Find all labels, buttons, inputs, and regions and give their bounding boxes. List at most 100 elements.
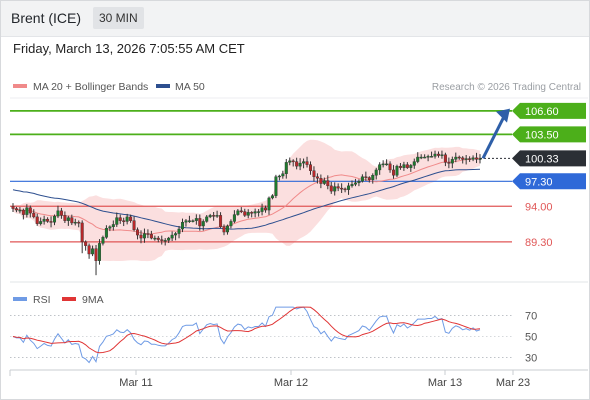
legend-label-rsi: RSI xyxy=(33,294,51,306)
candle xyxy=(302,158,306,169)
candle xyxy=(468,156,472,162)
candle-body xyxy=(426,156,430,158)
candle xyxy=(229,219,233,229)
candle-body xyxy=(239,210,243,213)
candle xyxy=(367,176,371,183)
candle xyxy=(246,209,250,219)
candle xyxy=(91,245,95,257)
candle-body xyxy=(208,215,212,218)
candle xyxy=(94,245,98,276)
candle xyxy=(146,229,150,239)
candle xyxy=(42,215,46,225)
candle-body xyxy=(177,228,181,234)
candle xyxy=(49,216,53,228)
candle xyxy=(122,217,126,227)
candle-body xyxy=(430,156,434,158)
candle-body xyxy=(66,217,70,221)
candle xyxy=(125,213,129,225)
candle xyxy=(471,155,475,162)
candle-body xyxy=(312,170,316,177)
legend-swatch-ma50 xyxy=(156,84,170,88)
candle-body xyxy=(28,207,32,214)
candle-body xyxy=(101,237,105,244)
candle xyxy=(443,152,447,167)
candle-body xyxy=(212,215,216,217)
candle-body xyxy=(464,158,468,160)
candle xyxy=(139,230,143,244)
candle-body xyxy=(167,237,171,241)
price-levels xyxy=(10,109,512,243)
candle xyxy=(201,219,205,231)
instrument-title: Brent (ICE) xyxy=(11,10,82,26)
candle-body xyxy=(163,240,167,242)
candle xyxy=(104,225,108,239)
forecast-arrow xyxy=(481,108,510,160)
candle xyxy=(250,211,254,218)
candle-body xyxy=(142,233,146,239)
candle-body xyxy=(139,234,143,239)
candle xyxy=(153,235,157,241)
rsi-tick-label: 50 xyxy=(525,332,537,344)
candle-body xyxy=(118,217,122,221)
candle xyxy=(308,161,312,175)
candle xyxy=(84,240,88,251)
candle xyxy=(475,152,479,164)
candle-body xyxy=(21,209,25,215)
candle xyxy=(170,231,174,242)
candle xyxy=(440,150,444,159)
candle xyxy=(416,152,420,164)
candle-body xyxy=(129,216,133,221)
candle-body xyxy=(194,218,198,221)
candle-body xyxy=(333,186,337,192)
candle-body xyxy=(343,188,347,191)
candle-body xyxy=(170,234,174,239)
price-tag-89.30: 89.30 xyxy=(525,237,553,249)
candle xyxy=(333,182,337,196)
price-tag-label: 100.33 xyxy=(525,153,559,165)
candle xyxy=(395,164,399,178)
candle xyxy=(132,216,136,232)
candle-body xyxy=(274,176,278,196)
title-bar: Brent (ICE) 30 MIN xyxy=(0,0,590,37)
candle-body xyxy=(457,156,461,159)
candle xyxy=(260,203,264,216)
candle xyxy=(177,225,181,239)
candle xyxy=(184,219,188,227)
candle-body xyxy=(32,212,36,218)
candle xyxy=(53,214,57,226)
candle xyxy=(80,220,84,254)
candle-body xyxy=(215,215,219,217)
candle-body xyxy=(277,175,281,178)
price-tag-label: 97.30 xyxy=(525,176,553,188)
candle xyxy=(11,203,15,213)
attribution: Research © 2026 Trading Central xyxy=(432,82,581,93)
candle xyxy=(18,207,22,214)
timeframe-button[interactable]: 30 MIN xyxy=(93,7,144,29)
candle-body xyxy=(392,169,396,176)
candle xyxy=(243,208,247,217)
candle-body xyxy=(229,221,233,227)
candle xyxy=(87,243,91,259)
candle-body xyxy=(267,197,271,211)
price-tag-100.33: 100.33 xyxy=(512,150,586,167)
candle-body xyxy=(350,184,354,187)
candle-body xyxy=(35,216,39,224)
forecast-arrow-shaft xyxy=(481,115,506,160)
price-tag-bg xyxy=(512,173,586,190)
candle xyxy=(232,210,236,224)
candle-body xyxy=(39,221,43,224)
candle-body xyxy=(381,163,385,166)
candle-body xyxy=(46,218,50,222)
price-tag-label: 94.00 xyxy=(525,201,553,213)
candle xyxy=(357,179,361,187)
bollinger-band xyxy=(13,139,480,262)
candle-body xyxy=(94,248,98,261)
candle xyxy=(77,220,81,228)
candle-body xyxy=(308,164,312,171)
rsi-tick-label: 30 xyxy=(525,353,537,365)
candle-body xyxy=(405,164,409,168)
candle-body xyxy=(454,156,458,160)
candle xyxy=(222,224,226,236)
candle-body xyxy=(77,221,81,224)
candle-body xyxy=(353,182,357,185)
